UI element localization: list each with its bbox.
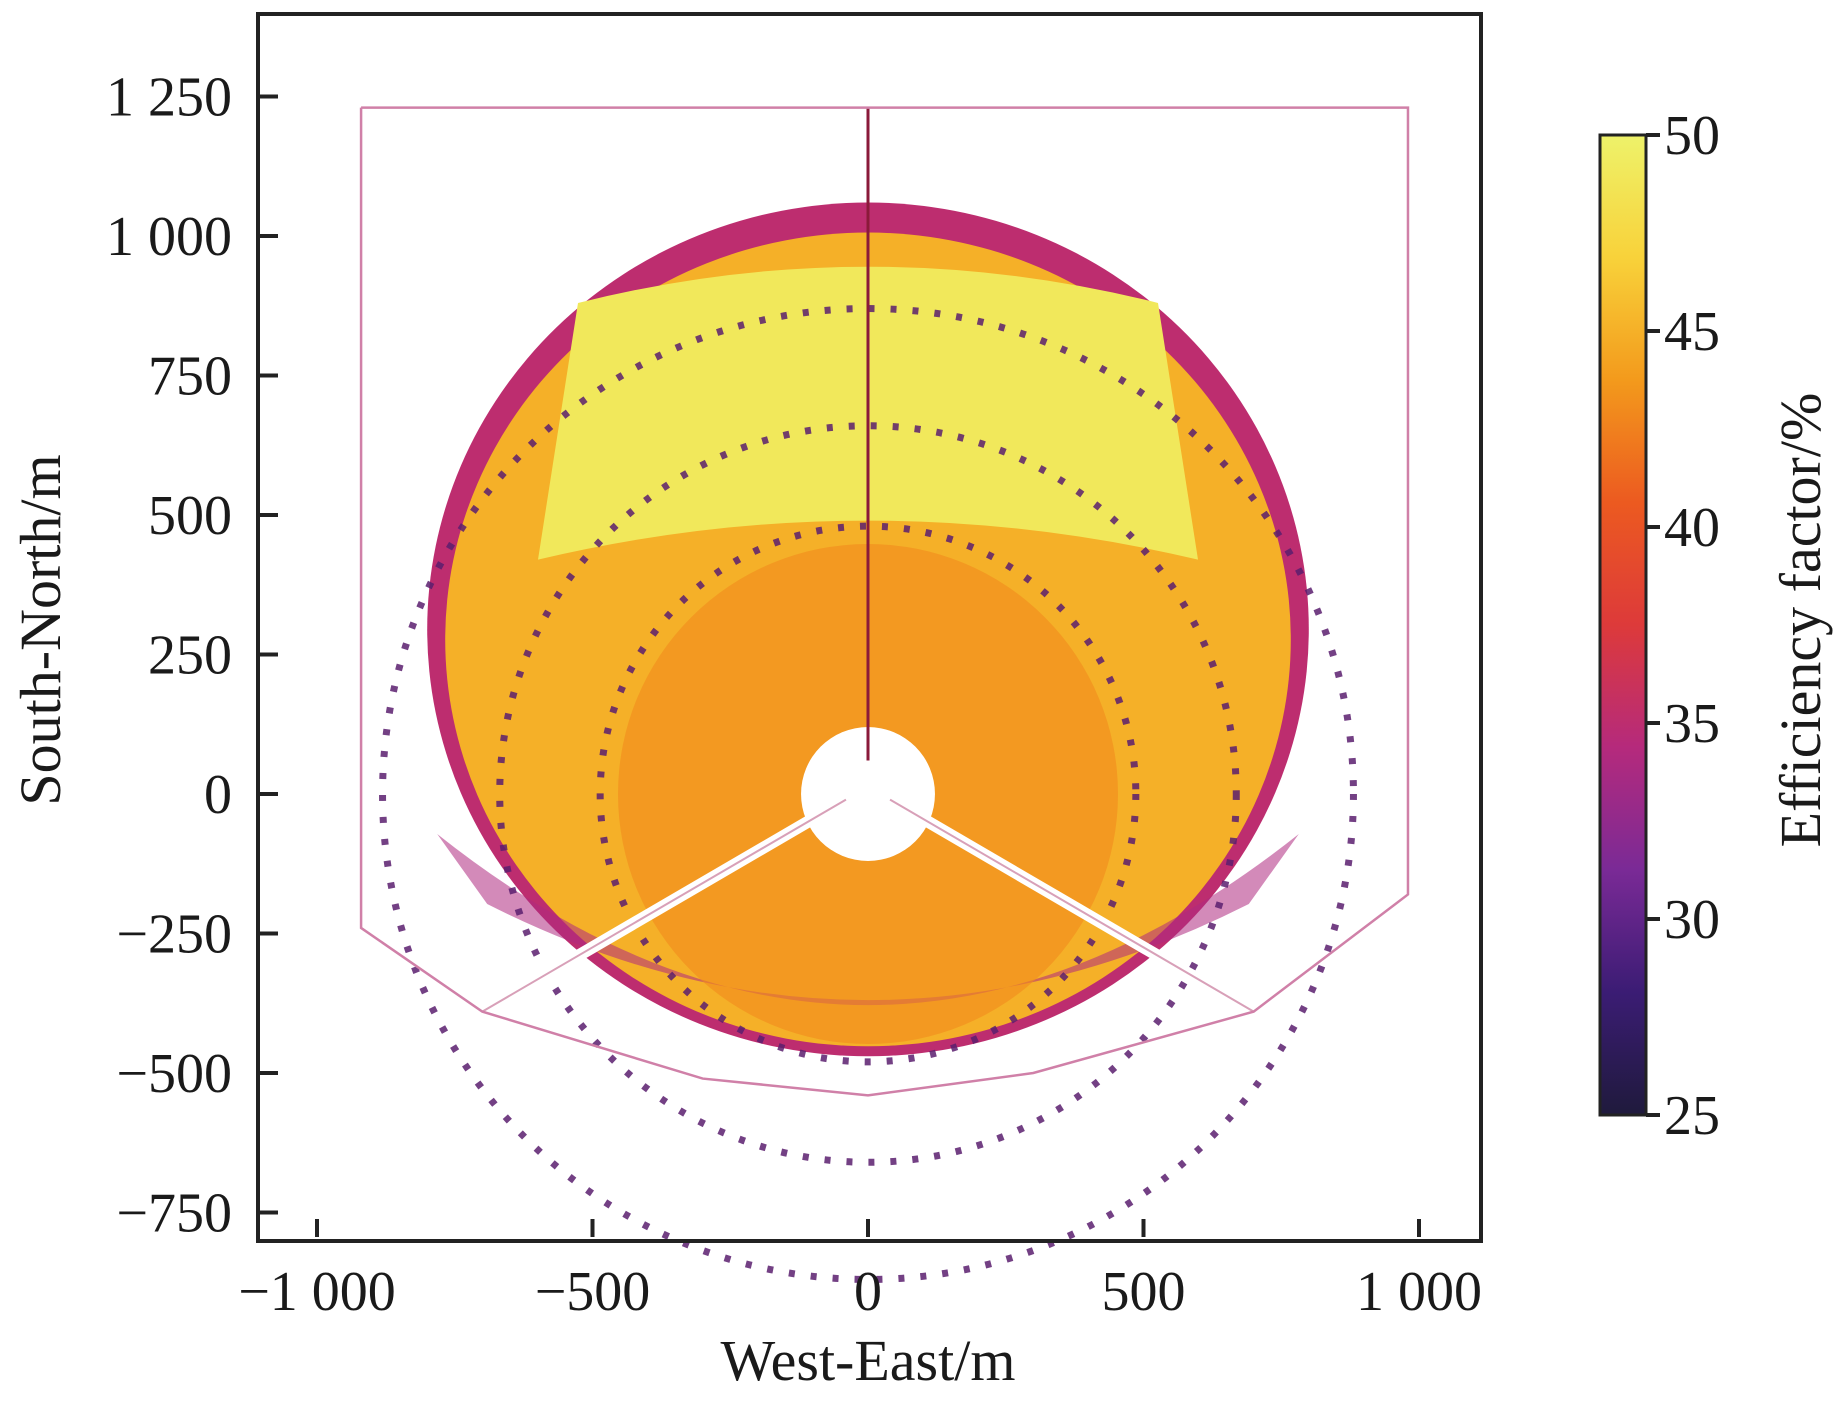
y-tick-label: 1 000	[106, 206, 232, 268]
y-tick-label: 250	[148, 625, 232, 687]
x-tick-label: −1 000	[238, 1261, 396, 1323]
colorbar-tick-label: 50	[1664, 105, 1720, 167]
gap-ring-3	[379, 305, 1357, 1283]
y-tick-label: 500	[148, 485, 232, 547]
colorbar-tick-label: 45	[1664, 301, 1720, 363]
field-region-south-edge	[437, 834, 1299, 1006]
colorbar-bar	[1598, 133, 1648, 1117]
x-tick-label: 500	[1102, 1261, 1186, 1323]
boundary-outline	[359, 106, 1410, 1097]
colorbar: 50 45 40 35 30 25	[1598, 105, 1720, 1147]
x-axis-title: West-East/m	[721, 1328, 1016, 1393]
x-tick-label: 0	[854, 1261, 882, 1323]
access-road-edge-2	[889, 798, 1255, 1013]
colorbar-tick-label: 35	[1664, 693, 1720, 755]
colorbar-title: Efficiency factor/%	[1768, 393, 1833, 848]
y-tick-label: 1 250	[106, 67, 232, 129]
heliostat-field	[379, 107, 1357, 1283]
y-tick-label: −500	[116, 1043, 232, 1105]
y-tick-label: −750	[116, 1183, 232, 1245]
y-axis-title: South-North/m	[8, 454, 73, 805]
colorbar-tick-label: 40	[1664, 497, 1720, 559]
access-road-edge-1	[481, 798, 847, 1013]
colorbar-tick-label: 30	[1664, 889, 1720, 951]
plot-frame	[256, 12, 1483, 1243]
field-boundary	[359, 106, 1410, 1097]
y-tick-label: 0	[204, 764, 232, 826]
x-tick-label: 1 000	[1356, 1261, 1482, 1323]
gap-ring-2	[496, 422, 1240, 1166]
x-axis: −1 000 −500 0 500 1 000	[238, 1219, 1482, 1323]
y-axis: 1 250 1 000 750 500 250 0 −250 −500 −750	[106, 67, 278, 1245]
x-tick-label: −500	[535, 1261, 651, 1323]
tower-exclusion-zone	[801, 727, 935, 861]
y-tick-label: 750	[148, 346, 232, 408]
gap-ring-1	[596, 522, 1140, 1066]
y-tick-label: −250	[116, 904, 232, 966]
colorbar-tick-label: 25	[1664, 1085, 1720, 1147]
